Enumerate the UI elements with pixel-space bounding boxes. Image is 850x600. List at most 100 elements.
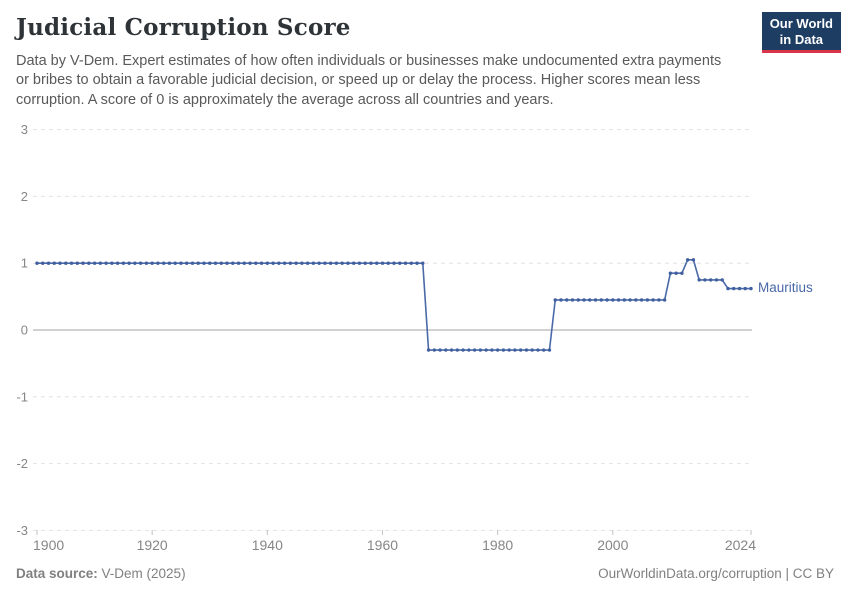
series-point[interactable]: [576, 298, 580, 302]
series-point[interactable]: [58, 261, 62, 265]
series-point[interactable]: [507, 348, 511, 352]
series-point[interactable]: [444, 348, 448, 352]
series-point[interactable]: [409, 261, 413, 265]
series-point[interactable]: [363, 261, 367, 265]
series-point[interactable]: [565, 298, 569, 302]
series-point[interactable]: [628, 298, 632, 302]
series-point[interactable]: [501, 348, 506, 352]
series-point[interactable]: [219, 261, 223, 265]
series-point[interactable]: [115, 261, 120, 265]
series-point[interactable]: [398, 261, 402, 265]
owid-logo[interactable]: Our World in Data: [761, 12, 841, 54]
series-point[interactable]: [472, 348, 477, 352]
series-point[interactable]: [495, 348, 500, 352]
series-point[interactable]: [69, 261, 74, 265]
series-point[interactable]: [657, 298, 661, 302]
series-point[interactable]: [697, 278, 701, 282]
series-point[interactable]: [231, 261, 235, 265]
series-point[interactable]: [87, 261, 91, 265]
series-point[interactable]: [202, 261, 206, 265]
series-point[interactable]: [449, 348, 454, 352]
series-point[interactable]: [208, 261, 212, 265]
series-point[interactable]: [300, 261, 304, 265]
series-point[interactable]: [375, 261, 379, 265]
series-point[interactable]: [277, 261, 281, 265]
series-point[interactable]: [651, 298, 655, 302]
series-point[interactable]: [605, 298, 609, 302]
series-point[interactable]: [190, 261, 195, 265]
series-point[interactable]: [121, 261, 126, 265]
series-line-mauritius[interactable]: [37, 259, 751, 351]
series-point[interactable]: [46, 261, 51, 265]
series-point[interactable]: [328, 261, 333, 265]
series-point[interactable]: [674, 271, 678, 275]
series-point[interactable]: [518, 348, 523, 352]
series-point[interactable]: [421, 261, 425, 265]
series-point[interactable]: [351, 261, 356, 265]
series-point[interactable]: [133, 261, 137, 265]
series-point[interactable]: [691, 258, 696, 262]
series-point[interactable]: [743, 286, 747, 291]
series-point[interactable]: [593, 298, 598, 302]
series-point[interactable]: [749, 286, 753, 291]
series-point[interactable]: [64, 261, 68, 265]
series-point[interactable]: [323, 261, 327, 265]
series-point[interactable]: [150, 261, 154, 265]
series-point[interactable]: [92, 261, 97, 265]
series-point[interactable]: [668, 271, 673, 275]
series-point[interactable]: [386, 261, 390, 265]
series-point[interactable]: [547, 348, 552, 352]
series-point[interactable]: [311, 261, 316, 265]
series-point[interactable]: [634, 298, 638, 302]
attribution-link[interactable]: OurWorldinData.org/corruption | CC BY: [598, 566, 834, 581]
series-point[interactable]: [582, 298, 586, 302]
series-point[interactable]: [530, 348, 534, 352]
series-point[interactable]: [737, 286, 742, 291]
series-point[interactable]: [680, 271, 684, 275]
series-point[interactable]: [438, 348, 442, 352]
series-point[interactable]: [282, 261, 287, 265]
series-point[interactable]: [467, 348, 471, 352]
series-point[interactable]: [380, 261, 385, 265]
series-point[interactable]: [98, 261, 103, 265]
series-point[interactable]: [340, 261, 344, 265]
series-point[interactable]: [570, 298, 575, 302]
series-point[interactable]: [104, 261, 108, 265]
series-point[interactable]: [213, 261, 218, 265]
series-point[interactable]: [714, 278, 719, 282]
series-point[interactable]: [110, 261, 114, 265]
series-point[interactable]: [513, 348, 517, 352]
series-point[interactable]: [484, 348, 488, 352]
series-point[interactable]: [196, 261, 200, 265]
series-point[interactable]: [662, 298, 667, 302]
series-point[interactable]: [288, 261, 293, 265]
series-point[interactable]: [225, 261, 229, 265]
series-point[interactable]: [703, 278, 707, 282]
series-point[interactable]: [622, 298, 627, 302]
series-point[interactable]: [432, 348, 437, 352]
series-point[interactable]: [542, 348, 546, 352]
series-point[interactable]: [334, 261, 339, 265]
series-point[interactable]: [645, 298, 650, 302]
series-point[interactable]: [161, 261, 166, 265]
series-point[interactable]: [346, 261, 350, 265]
series-point[interactable]: [685, 258, 690, 262]
series-point[interactable]: [167, 261, 172, 265]
series-point[interactable]: [242, 261, 246, 265]
series-point[interactable]: [553, 298, 557, 302]
series-point[interactable]: [357, 261, 362, 265]
series-point[interactable]: [173, 261, 177, 265]
series-point[interactable]: [127, 261, 131, 265]
series-point[interactable]: [179, 261, 183, 265]
series-point[interactable]: [708, 278, 713, 282]
series-point[interactable]: [156, 261, 160, 265]
series-point[interactable]: [720, 278, 724, 282]
series-point[interactable]: [616, 298, 621, 302]
series-point[interactable]: [726, 286, 730, 291]
series-point[interactable]: [75, 261, 80, 265]
series-point[interactable]: [732, 286, 736, 291]
series-point[interactable]: [490, 348, 494, 352]
series-point[interactable]: [265, 261, 270, 265]
series-point[interactable]: [41, 261, 45, 265]
